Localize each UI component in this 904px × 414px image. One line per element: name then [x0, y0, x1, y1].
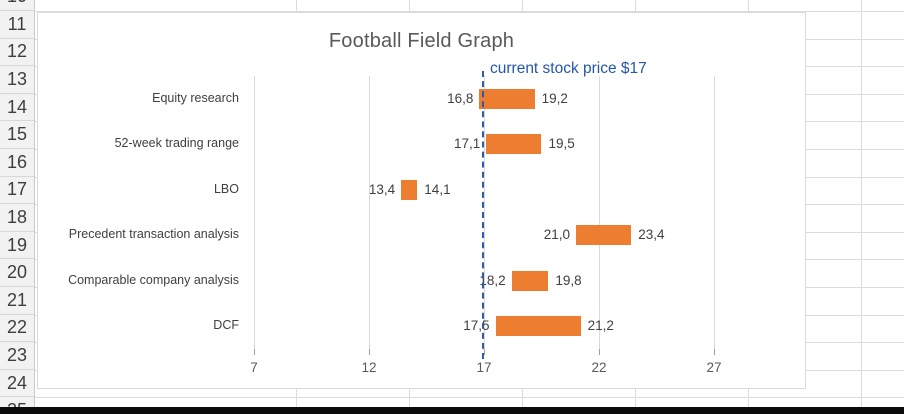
row-number-cell[interactable]: 15: [0, 121, 34, 149]
axis-tick: [599, 349, 600, 355]
x-axis-tick-label: 22: [591, 360, 607, 375]
category-label: DCF: [213, 318, 239, 332]
row-number-cell[interactable]: 22: [0, 314, 34, 343]
bar-min-label: 17,5: [463, 318, 490, 333]
bar-min-label: 16,8: [447, 91, 474, 106]
axis-tick: [254, 349, 255, 355]
football-field-chart[interactable]: Football Field Graph 7 12 17 22 27 Equity res…: [37, 12, 806, 389]
value-range-bar[interactable]: [401, 179, 418, 200]
row-header: 10111213141516171819202122232425: [0, 0, 35, 407]
bar-max-label: 14,1: [424, 181, 451, 197]
row-number-cell[interactable]: 20: [0, 259, 34, 287]
bar-min-label: 13,4: [368, 181, 396, 197]
bar-max-label: 19,2: [541, 91, 568, 106]
bar-max-label: 23,4: [638, 227, 665, 243]
row-number-cell[interactable]: 11: [0, 11, 34, 39]
row-number-cell[interactable]: 16: [0, 149, 34, 177]
row-number-cell[interactable]: 17: [0, 176, 34, 205]
value-range-bar[interactable]: [576, 225, 632, 246]
axis-tick: [369, 349, 370, 355]
row-number-cell[interactable]: 14: [0, 93, 34, 122]
row-number-cell[interactable]: 23: [0, 342, 34, 370]
category-label: Precedent transaction analysis: [68, 227, 239, 242]
current-price-label: current stock price $17: [490, 60, 647, 77]
axis-tick: [714, 349, 715, 355]
grid-hline: [35, 397, 904, 399]
bar-max-label: 19,5: [548, 136, 575, 152]
bar-max-label: 21,2: [587, 318, 614, 333]
value-range-bar[interactable]: [479, 89, 535, 109]
category-label: Comparable company analysis: [68, 272, 239, 287]
row-number-cell[interactable]: 10: [0, 0, 34, 11]
x-axis-tick-label: 12: [361, 360, 377, 375]
axis-tick: [484, 349, 485, 355]
row-number-cell[interactable]: 18: [0, 204, 34, 232]
bar-min-label: 21,0: [543, 227, 570, 243]
plot-gridline: [369, 76, 370, 349]
grid-vline: [861, 0, 862, 407]
row-number-cell[interactable]: 12: [0, 38, 34, 67]
bar-max-label: 19,8: [555, 272, 582, 288]
chart-title: Football Field Graph: [328, 30, 515, 52]
value-range-bar[interactable]: [495, 316, 581, 336]
category-label: 52-week trading range: [114, 136, 239, 151]
bar-min-label: 18,2: [479, 272, 506, 288]
current-price-line: [482, 71, 484, 359]
plot-gridline: [484, 76, 485, 349]
row-number-cell[interactable]: 21: [0, 287, 34, 315]
bar-min-label: 17,1: [454, 136, 481, 152]
row-number-cell[interactable]: 24: [0, 369, 34, 398]
row-number-cell[interactable]: 25: [0, 397, 34, 407]
row-number-cell[interactable]: 13: [0, 66, 34, 94]
x-axis-tick-label: 7: [250, 360, 258, 375]
plot-gridline: [254, 76, 255, 349]
row-number-cell[interactable]: 19: [0, 231, 34, 260]
value-range-bar[interactable]: [511, 270, 549, 291]
x-axis-tick-label: 27: [706, 360, 722, 375]
plot-gridline: [714, 76, 715, 349]
window-bottom-edge: [0, 407, 904, 414]
value-range-bar[interactable]: [486, 134, 542, 155]
category-label: Equity research: [152, 91, 239, 105]
x-axis-tick-label: 17: [476, 360, 492, 375]
plot-gridline: [599, 76, 600, 349]
category-label: LBO: [213, 181, 239, 196]
grid-hline: [35, 11, 904, 12]
